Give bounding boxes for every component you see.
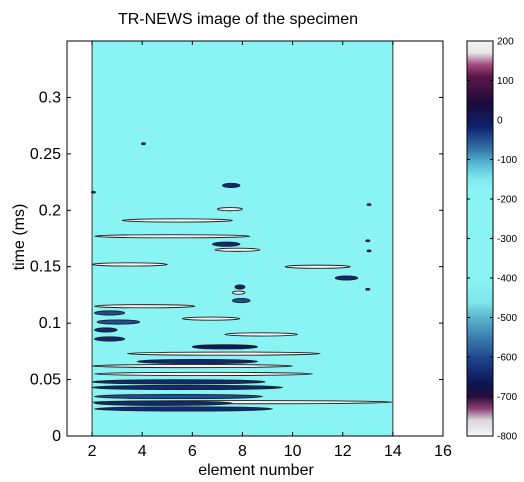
- x-tick-label: 8: [238, 443, 247, 460]
- colorbar-tick-label: -100: [497, 155, 517, 166]
- streak: [96, 319, 141, 325]
- streak: [136, 358, 258, 365]
- streak: [334, 275, 359, 281]
- y-tick-label: 0.1: [39, 315, 61, 332]
- data-field: [92, 41, 393, 436]
- y-tick-label: 0.2: [39, 202, 61, 219]
- colorbar-tick-label: -800: [497, 432, 517, 443]
- streak: [126, 351, 321, 356]
- speck: [140, 142, 146, 146]
- streak: [224, 332, 299, 337]
- y-axis-ticks: 0 0.05 0.1 0.15 0.2 0.25 0.3: [30, 89, 443, 445]
- speck: [365, 287, 371, 291]
- streak: [94, 234, 251, 239]
- colorbar-tick-label: 100: [497, 76, 514, 87]
- streak: [91, 384, 284, 391]
- speck: [365, 239, 371, 243]
- streak: [94, 304, 196, 309]
- x-tick-label: 6: [188, 443, 197, 460]
- streak: [231, 290, 246, 295]
- y-tick-label: 0: [52, 428, 61, 445]
- streak: [91, 379, 266, 385]
- x-tick-label: 2: [88, 443, 97, 460]
- streak: [94, 400, 233, 406]
- x-tick-label: 10: [284, 443, 302, 460]
- y-tick-label: 0.15: [30, 259, 61, 276]
- y-tick-label: 0.05: [30, 372, 61, 389]
- x-tick-label: 4: [138, 443, 147, 460]
- colorbar-tick-label: -700: [497, 392, 517, 403]
- streak: [94, 393, 263, 400]
- streak: [231, 298, 251, 304]
- y-axis-label: time (ms): [11, 204, 28, 271]
- streak: [94, 310, 126, 316]
- chart-title: TR-NEWS image of the specimen: [118, 11, 358, 28]
- streak: [121, 218, 233, 223]
- streak: [214, 247, 261, 252]
- colorbar-tick-label: -400: [497, 274, 517, 285]
- streak: [191, 344, 258, 350]
- colorbar-tick-label: -300: [497, 234, 517, 245]
- x-axis-ticks: 2 4 6 8 10 12 14 16: [88, 41, 452, 460]
- y-tick-label: 0.25: [30, 146, 61, 163]
- streak: [211, 241, 241, 247]
- y-tick-label: 0.3: [39, 89, 61, 106]
- streak: [94, 406, 273, 412]
- speck: [366, 249, 372, 253]
- colorbar-tick-label: -200: [497, 195, 517, 206]
- streak: [234, 284, 246, 290]
- x-tick-label: 12: [334, 443, 352, 460]
- streak: [91, 363, 294, 369]
- colorbar-tick-label: -500: [497, 313, 517, 324]
- streak: [94, 327, 118, 333]
- x-axis-label: element number: [198, 462, 314, 479]
- x-tick-label: 16: [434, 443, 452, 460]
- x-tick-label: 14: [384, 443, 402, 460]
- colorbar-tick-label: 0: [497, 116, 503, 127]
- colorbar-ticks: 200 100 0 -100 -200 -300 -400 -500 -600 -700 -800: [467, 37, 517, 443]
- streak: [216, 207, 243, 212]
- streak-layer: [90, 142, 394, 412]
- speck: [366, 203, 372, 207]
- colorbar-tick-label: -600: [497, 353, 517, 364]
- streak: [91, 262, 168, 267]
- plot-border: [66, 40, 444, 437]
- streak: [221, 182, 241, 189]
- colorbar: [466, 40, 494, 437]
- streak: [94, 336, 126, 342]
- streak: [94, 371, 314, 376]
- streak: [181, 316, 241, 321]
- streak: [284, 264, 351, 269]
- colorbar-tick-label: 200: [497, 37, 514, 48]
